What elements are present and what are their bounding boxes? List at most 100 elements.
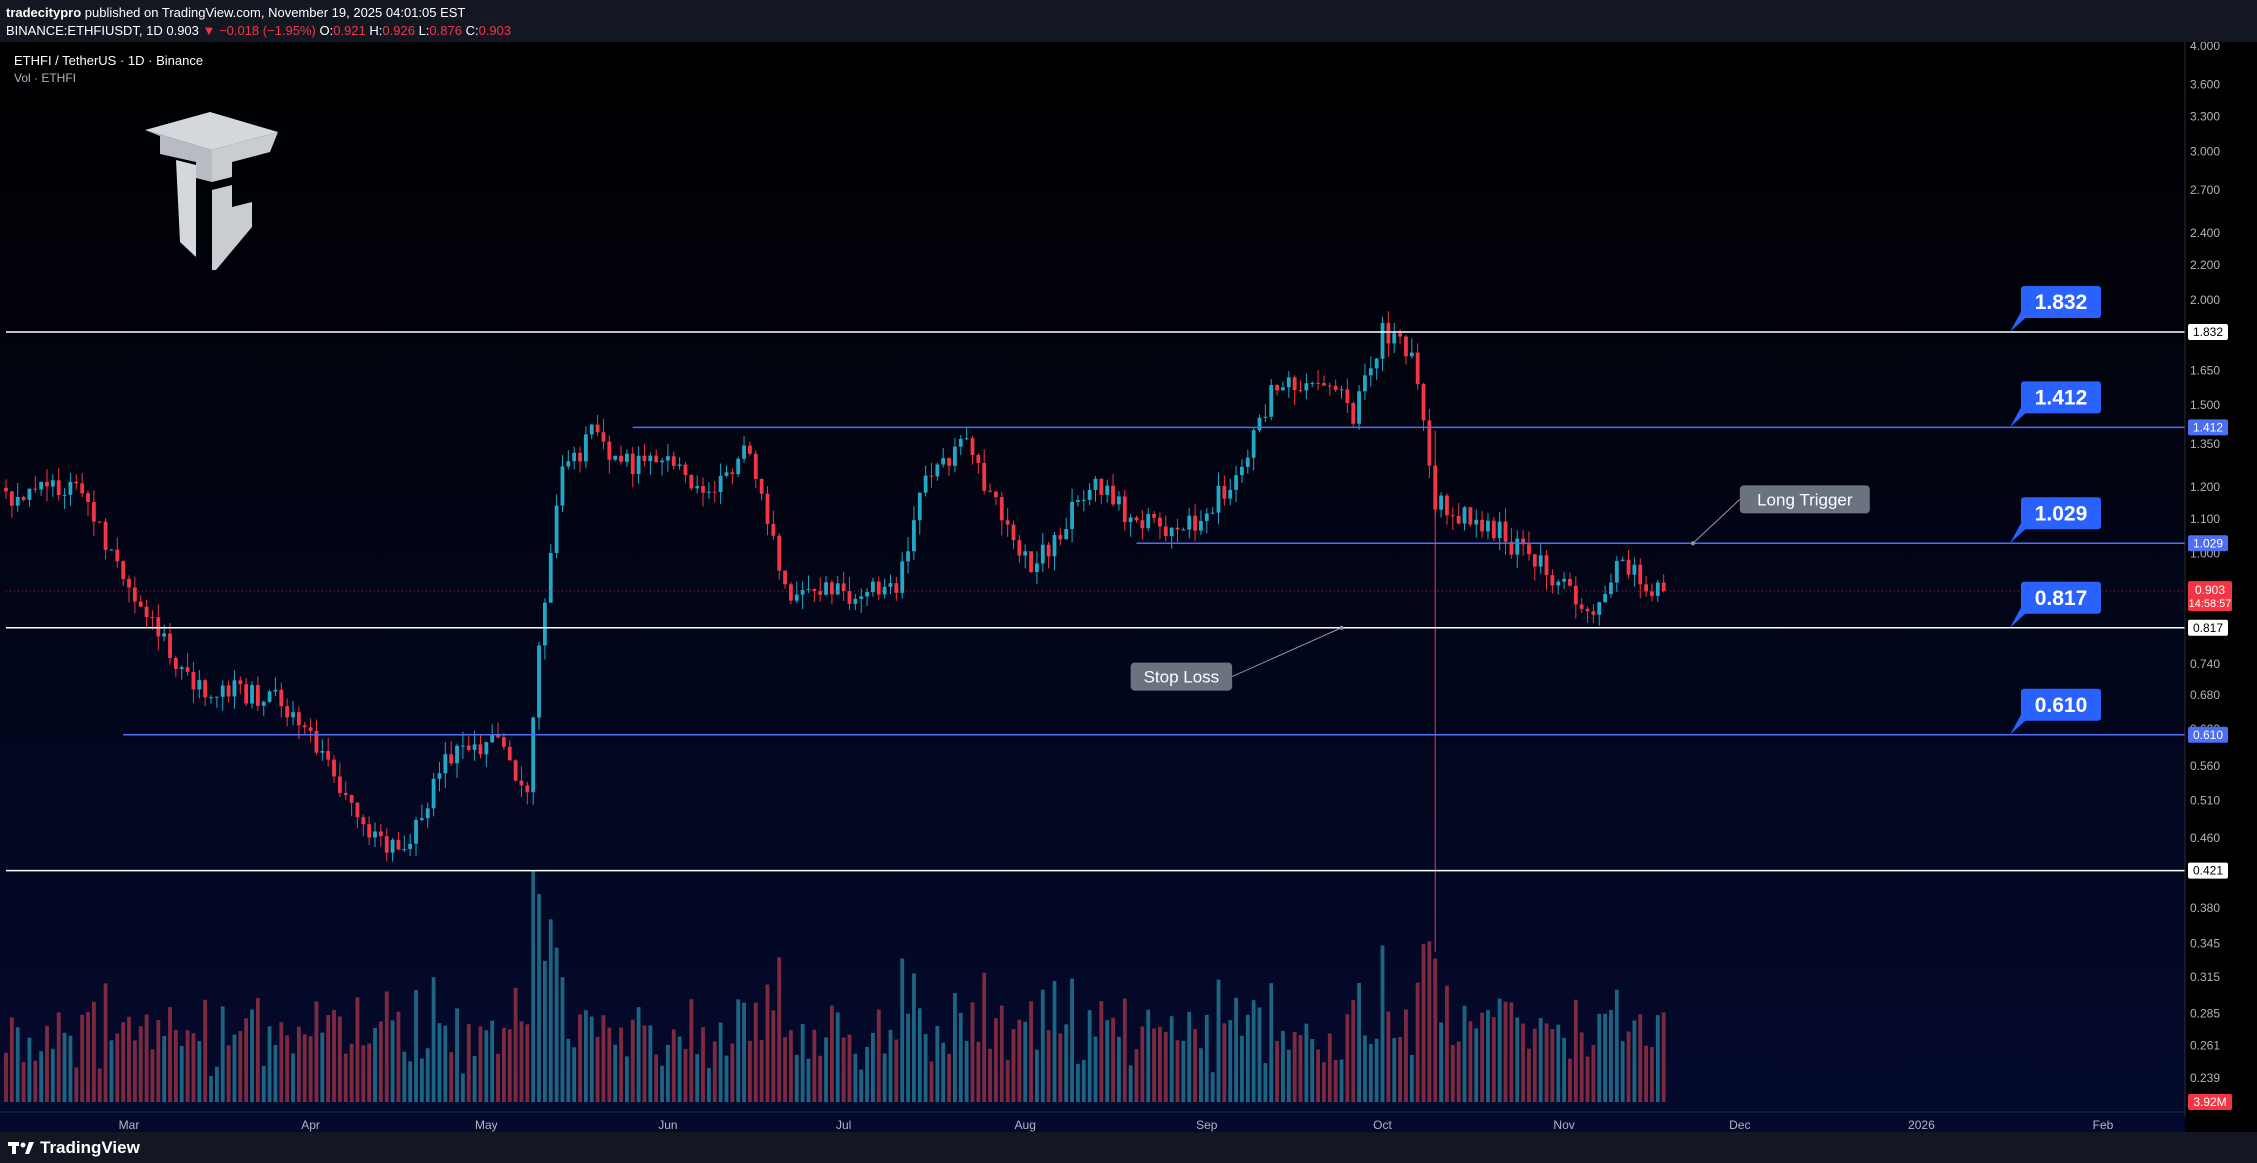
close-label: C: [465,23,479,38]
candle [537,641,541,730]
candle [1421,382,1426,431]
candle [1532,553,1537,581]
candle-body [1040,544,1045,564]
brand[interactable]: TradingView [8,1138,140,1158]
candle-body [999,497,1004,521]
volume-bar [478,1026,483,1102]
volume-bar [888,1029,893,1102]
candle-body [1474,519,1479,525]
candle-body [255,685,260,706]
candle [1193,504,1197,542]
volume-bar [1228,1020,1233,1102]
candle-body [777,535,782,571]
candle [771,510,776,540]
candle-body [1146,513,1151,529]
candle-body [332,759,336,777]
volume-bar [1087,1010,1092,1102]
candle [1052,531,1057,571]
candle-body [1538,555,1543,567]
volume-bar [1292,1032,1297,1102]
chart-area[interactable]: 1.832 1.412 1.029 0.817 0.610 Long Trigger St… [0,42,2257,1132]
candle-body [654,455,659,463]
volume-bar [1058,1033,1063,1102]
candle-body [970,438,975,456]
volume-bar [566,1038,571,1102]
candle-body [156,617,161,637]
candle-body [1603,594,1608,603]
volume-bar [1550,1028,1555,1102]
volume-bar [876,1009,881,1102]
candle-body [1263,416,1268,418]
candle-body [513,760,518,781]
y-tick-label: 3.600 [2190,78,2220,92]
volume-axis-text: 3.92M [2193,1095,2226,1109]
level-tag-box [2021,381,2101,414]
volume-bar [794,1054,799,1102]
volume-bar [56,1012,61,1102]
volume-bar [127,1016,131,1102]
candle [1527,531,1531,561]
publisher-name[interactable]: tradecitypro [6,5,82,20]
candle-body [150,617,155,619]
candle [607,435,612,474]
volume-bar [1146,1009,1151,1102]
volume-bar [1269,983,1274,1102]
candle [1562,572,1567,590]
volume-bar [437,1023,442,1102]
volume-bar [261,1065,266,1102]
candle [1409,338,1414,359]
volume-bar [1181,1040,1186,1102]
candle-body [250,685,254,704]
candle-body [982,462,987,491]
candle [326,737,331,767]
candle-body [712,491,717,493]
volume-bar [1386,1011,1391,1102]
candle [109,549,114,551]
y-tick-label: 0.740 [2190,657,2220,671]
candle-body [1298,390,1303,392]
level-axis-box [2188,323,2228,340]
price-chart[interactable]: 1.832 1.412 1.029 0.817 0.610 Long Trigger St… [0,42,2257,1132]
volume-bar [624,1056,629,1102]
candle [847,577,852,610]
candle [812,588,817,603]
legend-title: ETHFI / TetherUS · 1D · Binance [14,53,203,68]
candle-body [1421,384,1426,421]
volume-bar [1122,998,1127,1102]
candle-body [1503,521,1508,542]
candle-body [1222,485,1227,499]
candle [367,816,372,846]
candle-body [1158,517,1162,527]
candle [1661,574,1666,593]
volume-bar [1527,1048,1531,1102]
candle [1404,335,1408,365]
candle-body [1456,515,1461,524]
candle [1368,356,1373,387]
candle-body [665,456,670,461]
volume-bar [1152,1028,1156,1102]
candle-body [1181,529,1186,531]
volume-bar [115,1033,120,1102]
candle [191,662,196,704]
candle-body [1204,513,1209,521]
volume-bar [1474,1028,1479,1102]
volume-bar [1193,1028,1197,1102]
volume-bar [507,1029,512,1102]
candle-body [548,552,553,603]
volume-bar [1556,1024,1561,1102]
candle [1427,408,1432,478]
candle-body [1620,559,1625,561]
current-price-box [2188,581,2232,612]
volume-bar [33,1060,38,1102]
candle-body [203,680,208,698]
volume-bar [185,1030,190,1102]
candle [1550,569,1555,594]
volume-bar [824,1037,828,1102]
volume-bar [396,1011,401,1102]
candle-body [771,524,776,536]
volume-bar [531,870,536,1102]
candle-body [1655,582,1660,596]
volume-bar [255,998,260,1102]
volume-bar [9,1017,14,1102]
candle-body [1527,544,1531,555]
